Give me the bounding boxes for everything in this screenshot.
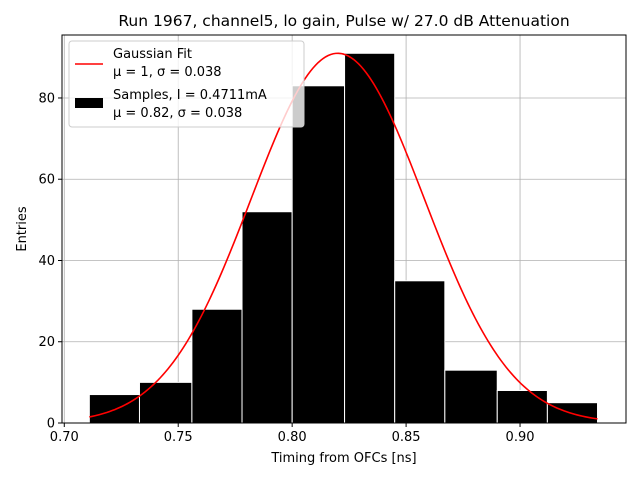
y-tick-label: 20 — [38, 335, 55, 350]
histogram-bar-7 — [444, 369, 498, 424]
legend-samples-label: Samples, I = 0.4711mA — [113, 88, 267, 103]
legend-samples-patch-icon — [75, 98, 103, 108]
x-tick-label: 0.90 — [506, 430, 535, 445]
x-tick-label: 0.85 — [392, 430, 421, 445]
histogram-bar-6 — [394, 280, 446, 424]
x-tick-label: 0.70 — [50, 430, 79, 445]
legend-samples-params: μ = 0.82, σ = 0.038 — [113, 106, 242, 121]
y-tick-label: 60 — [38, 173, 55, 188]
x-tick-label: 0.80 — [278, 430, 307, 445]
histogram-bar-8 — [496, 389, 548, 424]
legend-fit-params: μ = 1, σ = 0.038 — [113, 65, 222, 80]
y-tick-label: 40 — [38, 254, 55, 269]
histogram-bar-4 — [291, 85, 346, 424]
y-tick-label: 0 — [47, 417, 55, 432]
y-tick-label: 80 — [38, 91, 55, 106]
histogram-bar-5 — [344, 52, 396, 424]
x-tick-label: 0.75 — [164, 430, 193, 445]
x-axis-ticks: 0.70 0.75 0.80 0.85 0.90 — [50, 423, 535, 445]
legend: Gaussian Fit μ = 1, σ = 0.038 Samples, I… — [68, 40, 305, 128]
y-axis-label: Entries — [15, 206, 30, 252]
plot-frame — [61, 34, 627, 424]
histogram-bar-0 — [88, 394, 140, 424]
chart-title: Run 1967, channel5, lo gain, Pulse w/ 27… — [118, 12, 569, 30]
legend-fit-label: Gaussian Fit — [113, 47, 192, 62]
x-axis-label: Timing from OFCs [ns] — [270, 451, 416, 466]
histogram-bar-1 — [138, 381, 193, 424]
gaussian-fit-curve — [89, 52, 598, 420]
legend-box — [68, 40, 305, 128]
histogram-bar-2 — [191, 308, 243, 424]
y-axis-ticks: 0 20 40 60 80 — [38, 91, 62, 432]
histogram-bar-3 — [241, 211, 293, 424]
